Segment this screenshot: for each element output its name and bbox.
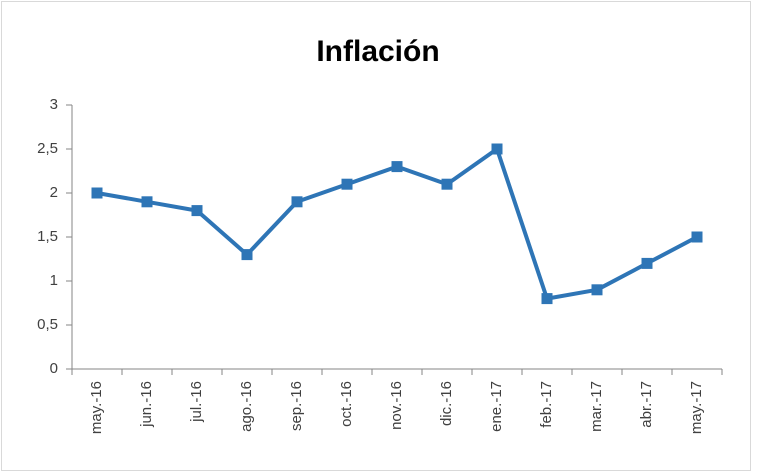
y-tick-label: 2 bbox=[50, 184, 58, 201]
marker bbox=[391, 161, 403, 173]
x-tick-label: feb.-17 bbox=[538, 381, 555, 428]
chart-title: Inflación bbox=[316, 35, 439, 68]
marker bbox=[491, 143, 503, 155]
x-tick-label: jul.-16 bbox=[188, 381, 205, 423]
y-tick-label: 0,5 bbox=[37, 316, 58, 333]
x-tick-label: jun.-16 bbox=[138, 381, 155, 428]
x-tick-label: nov.-16 bbox=[388, 381, 405, 430]
x-tick-label: may.-16 bbox=[88, 381, 105, 434]
y-tick-label: 1,5 bbox=[37, 228, 58, 245]
y-tick-label: 0 bbox=[50, 360, 58, 377]
x-tick-label: ene.-17 bbox=[488, 381, 505, 432]
x-tick-label: dic.-16 bbox=[438, 381, 455, 426]
x-tick-label: abr.-17 bbox=[638, 381, 655, 428]
x-tick-label: mar.-17 bbox=[588, 381, 605, 432]
x-tick-label: ago.-16 bbox=[238, 381, 255, 432]
marker bbox=[641, 257, 653, 269]
marker bbox=[141, 196, 153, 208]
y-tick-label: 1 bbox=[50, 272, 58, 289]
marker bbox=[341, 178, 353, 190]
y-tick-label: 3 bbox=[50, 96, 58, 113]
marker bbox=[291, 196, 303, 208]
marker bbox=[441, 178, 453, 190]
marker bbox=[691, 231, 703, 243]
marker bbox=[191, 205, 203, 217]
x-tick-label: may.-17 bbox=[688, 381, 705, 434]
marker bbox=[591, 284, 603, 296]
marker bbox=[241, 249, 253, 261]
x-tick-label: sep.-16 bbox=[288, 381, 305, 431]
x-tick-label: oct.-16 bbox=[338, 381, 355, 427]
marker bbox=[541, 293, 553, 305]
y-tick-label: 2,5 bbox=[37, 140, 58, 157]
marker bbox=[91, 187, 103, 199]
